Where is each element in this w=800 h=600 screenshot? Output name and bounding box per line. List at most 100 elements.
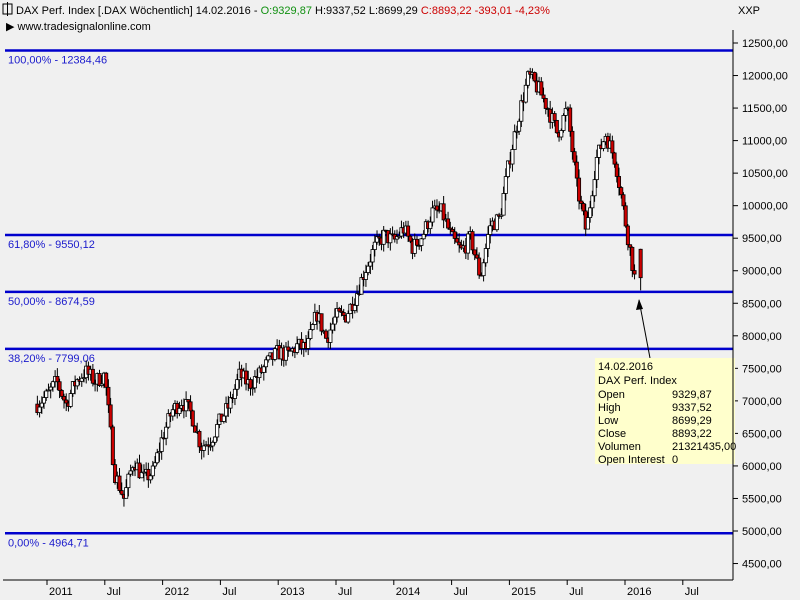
candle-body	[481, 262, 486, 277]
candle-body	[581, 203, 586, 212]
candle-body	[592, 179, 597, 197]
candle-body	[248, 379, 253, 389]
candle	[577, 169, 582, 210]
candle-body	[97, 373, 102, 386]
candle-body	[430, 207, 435, 223]
header-change-pct: -4,23%	[515, 5, 550, 17]
candle-body	[221, 415, 226, 422]
candle-body	[184, 399, 189, 412]
candle	[523, 78, 528, 104]
candle	[539, 77, 544, 96]
time-axis: 2011 Jul 2012 Jul 2013 Jul 2014 Jul 2015 Jul 2016 J…	[46, 580, 699, 598]
candle	[554, 119, 559, 134]
candle	[57, 378, 62, 399]
candle-body	[619, 187, 624, 196]
candle	[499, 208, 504, 220]
candle	[208, 437, 213, 451]
candle-body	[155, 452, 160, 464]
candle-body	[57, 381, 62, 391]
candle	[323, 328, 328, 339]
candle	[612, 151, 617, 168]
candle	[153, 456, 158, 470]
candle-body	[559, 130, 564, 138]
candle	[623, 202, 628, 228]
candle	[568, 104, 573, 137]
candle-body	[352, 304, 357, 311]
candle-body	[170, 409, 175, 417]
candle-body	[381, 229, 386, 245]
candle-body	[113, 464, 118, 483]
candle	[519, 94, 524, 127]
candle-body	[328, 329, 333, 343]
candle-body	[252, 376, 257, 389]
candle-body	[177, 407, 182, 414]
candle	[232, 384, 237, 406]
candle-body	[257, 367, 262, 379]
candle	[266, 354, 271, 363]
candle	[190, 409, 195, 427]
candle-body	[501, 193, 506, 216]
candle	[408, 234, 413, 244]
candle-body	[148, 475, 153, 481]
candle-body	[512, 131, 517, 150]
y-tick-label: 8000,00	[742, 331, 782, 343]
candle-body	[525, 71, 530, 86]
candle	[90, 363, 95, 387]
candle	[212, 436, 217, 445]
candle-body	[55, 376, 60, 383]
candle	[106, 379, 111, 413]
candle-body	[295, 343, 300, 353]
candle-body	[339, 310, 344, 313]
y-tick-label: 9500,00	[742, 233, 782, 245]
candle-body	[630, 246, 635, 271]
candle	[363, 264, 368, 287]
candle-body	[514, 130, 519, 133]
candle-body	[588, 207, 593, 218]
candle	[441, 196, 446, 229]
candle-body	[366, 265, 371, 273]
candle-body	[323, 330, 328, 339]
candle-body	[266, 355, 271, 361]
candle-body	[108, 404, 113, 428]
y-tick-label: 4500,00	[742, 559, 782, 571]
candle	[55, 368, 60, 390]
candle	[332, 308, 337, 332]
candle	[594, 149, 599, 188]
candle-body	[477, 257, 482, 276]
candle	[428, 216, 433, 234]
candle-latest	[638, 248, 643, 291]
header-high: H:9337,52	[315, 5, 366, 17]
candle	[452, 227, 457, 245]
candle	[355, 285, 360, 313]
candle-body	[572, 151, 577, 163]
candle	[585, 212, 590, 230]
candle-body	[577, 177, 582, 202]
x-tick-label: Jul	[569, 586, 583, 598]
candle-body	[90, 368, 95, 384]
candle	[70, 381, 75, 397]
candle	[632, 264, 637, 280]
candle-body	[441, 203, 446, 221]
x-tick-label: 2011	[49, 586, 73, 598]
candle	[397, 231, 402, 239]
candle-body	[612, 152, 617, 165]
x-tick-label: 2015	[511, 586, 535, 598]
candle-body	[543, 98, 548, 109]
header-low: L:8699,29	[369, 5, 418, 17]
candle-body	[359, 277, 364, 295]
y-tick-label: 10500,00	[742, 168, 788, 180]
candle	[377, 233, 382, 246]
candle-body	[62, 395, 67, 401]
candle-body	[372, 241, 377, 250]
candle	[628, 244, 633, 256]
candle-body	[590, 195, 595, 209]
info-rows: Open 9329,87 High 9337,52 Low 8699,29 Close 889…	[598, 389, 736, 466]
candle-body	[319, 313, 324, 332]
x-tick-label: 2016	[627, 586, 651, 598]
candle	[248, 377, 253, 396]
header-quote: DAX Perf. Index [.DAX Wöchentlich] 14.02…	[16, 5, 550, 17]
candle	[228, 391, 233, 414]
candle	[472, 249, 477, 261]
candle	[139, 464, 144, 479]
y-tick-label: 6000,00	[742, 461, 782, 473]
